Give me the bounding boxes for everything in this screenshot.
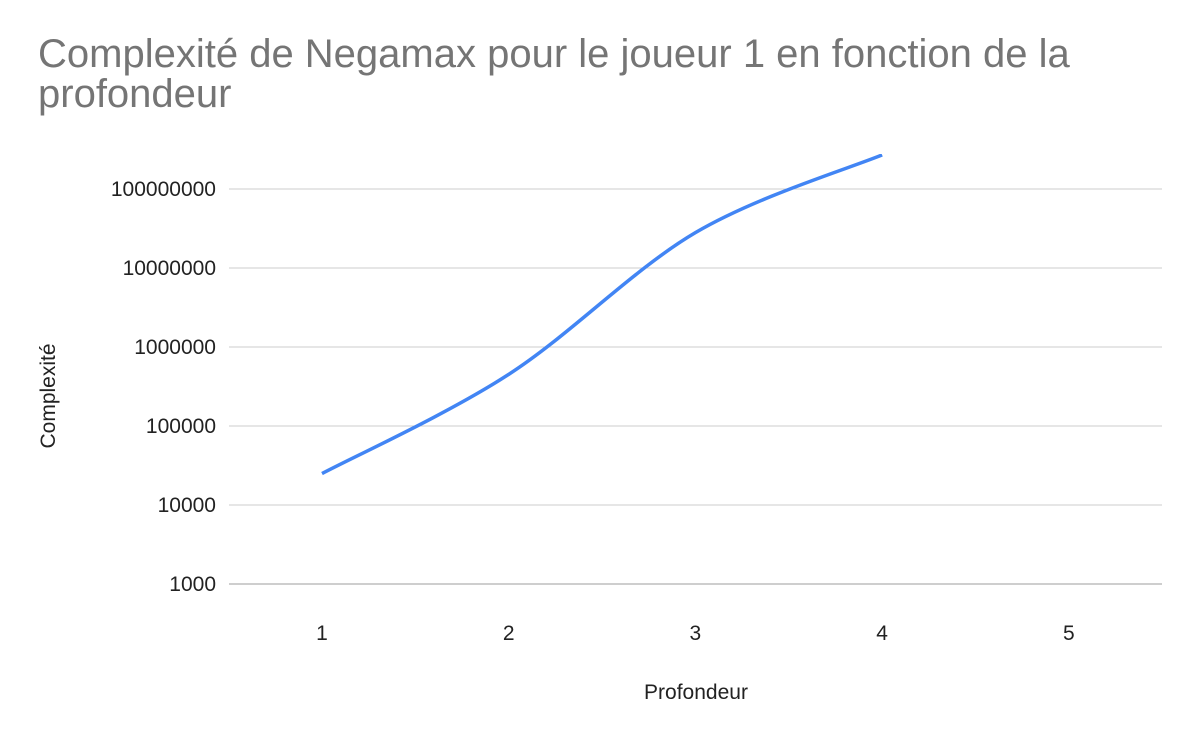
x-axis-title: Profondeur: [644, 681, 748, 704]
x-tick-label: 4: [876, 622, 888, 645]
series-lines: [321, 154, 883, 476]
x-tick-label: 2: [503, 622, 515, 645]
y-axis-title: Complexité: [37, 343, 60, 448]
y-tick-label: 10000: [158, 494, 216, 517]
y-tick-label: 100000000: [111, 178, 216, 201]
y-axis-ticks: 1000 10000 100000 1000000 10000000 100000000: [111, 178, 216, 596]
x-axis-ticks: 1 2 3 4 5: [316, 622, 1074, 645]
x-tick-label: 1: [316, 622, 328, 645]
y-tick-label: 1000: [169, 573, 216, 596]
x-tick-label: 5: [1063, 622, 1075, 645]
series-line: [321, 154, 883, 476]
x-tick-label: 3: [690, 622, 702, 645]
y-tick-label: 100000: [146, 415, 216, 438]
y-tick-label: 1000000: [134, 336, 216, 359]
gridlines: [229, 188, 1162, 585]
y-tick-label: 10000000: [123, 257, 216, 280]
chart-title: Complexité de Negamax pour le joueur 1 e…: [38, 32, 1070, 116]
